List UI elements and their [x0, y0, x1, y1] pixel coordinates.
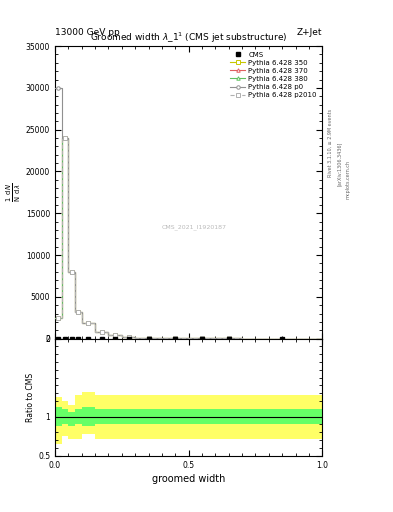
Text: 13000 GeV pp: 13000 GeV pp [55, 28, 120, 37]
X-axis label: groomed width: groomed width [152, 474, 225, 484]
Title: Groomed width $\lambda$_1$^1$ (CMS jet substructure): Groomed width $\lambda$_1$^1$ (CMS jet s… [90, 30, 287, 45]
Text: Z+Jet: Z+Jet [297, 28, 322, 37]
Text: CMS_2021_I1920187: CMS_2021_I1920187 [162, 225, 226, 230]
Text: [arXiv:1306.3436]: [arXiv:1306.3436] [337, 142, 342, 186]
Legend: CMS, Pythia 6.428 350, Pythia 6.428 370, Pythia 6.428 380, Pythia 6.428 p0, Pyth: CMS, Pythia 6.428 350, Pythia 6.428 370,… [228, 50, 319, 100]
Text: Rivet 3.1.10, ≥ 2.9M events: Rivet 3.1.10, ≥ 2.9M events [328, 109, 333, 178]
Y-axis label: Ratio to CMS: Ratio to CMS [26, 373, 35, 422]
Text: mcplots.cern.ch: mcplots.cern.ch [345, 160, 351, 199]
Y-axis label: $\frac{1}{\mathregular{N}}\,\frac{\mathregular{d}N}{\mathregular{d}\lambda}$: $\frac{1}{\mathregular{N}}\,\frac{\mathr… [5, 183, 23, 202]
